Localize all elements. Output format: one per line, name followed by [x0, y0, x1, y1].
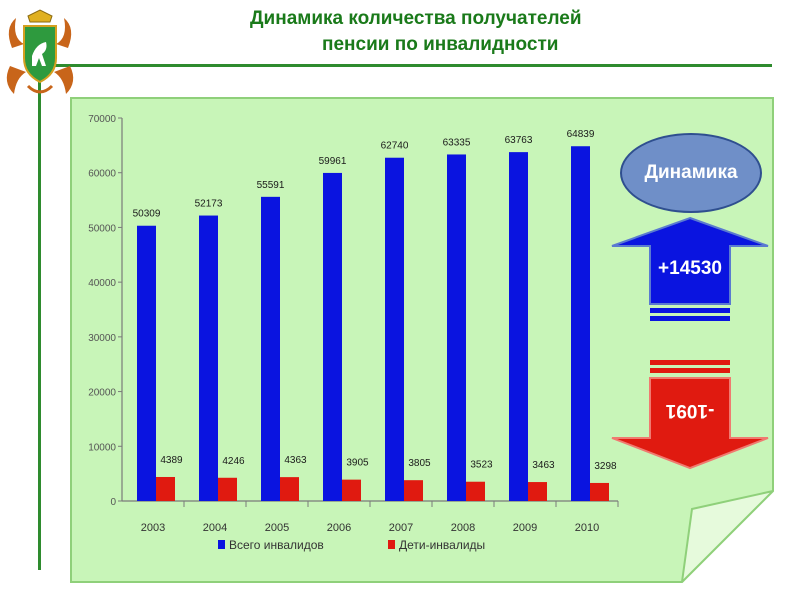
data-label-total: 59961	[319, 156, 347, 167]
x-tick-label: 2004	[203, 522, 227, 534]
data-label-children: 3463	[532, 460, 555, 471]
x-tick-label: 2008	[451, 522, 475, 534]
bar-children	[280, 477, 299, 501]
data-label-children: 3523	[470, 460, 493, 471]
x-tick-label: 2009	[513, 522, 537, 534]
bar-children	[218, 477, 237, 501]
bar-total	[571, 146, 590, 501]
bar-children	[404, 480, 423, 501]
bar-children	[342, 479, 361, 501]
dynamics-label: Динамика	[644, 162, 738, 183]
title-line-2: пенсии по инвалидности	[322, 34, 559, 55]
header-divider	[28, 64, 772, 67]
y-tick-label: 70000	[88, 114, 116, 125]
data-label-children: 3298	[594, 461, 617, 472]
bar-total	[261, 196, 280, 501]
bar-total	[137, 225, 156, 501]
bar-children	[156, 476, 175, 501]
legend-label-total: Всего инвалидов	[229, 538, 324, 552]
data-label-children: 4363	[284, 455, 307, 466]
data-label-total: 63763	[505, 135, 533, 146]
increase-arrow-icon	[611, 216, 769, 321]
data-label-total: 50309	[133, 209, 161, 220]
data-label-children: 3805	[408, 458, 431, 469]
coat-of-arms-icon	[6, 9, 74, 94]
legend-swatch-children	[388, 540, 395, 549]
bar-total	[323, 172, 342, 501]
data-label-total: 55591	[257, 180, 285, 191]
bar-children	[466, 481, 485, 501]
title-line-1: Динамика количества получателей	[250, 8, 582, 29]
decrease-value: -1091	[665, 400, 715, 421]
x-tick-label: 2010	[575, 522, 599, 534]
y-tick-label: 50000	[88, 223, 116, 234]
left-divider	[38, 64, 41, 570]
y-tick-label: 30000	[88, 333, 116, 344]
data-label-total: 64839	[567, 129, 595, 140]
chart-panel	[70, 97, 774, 583]
decrease-arrow-icon	[611, 360, 769, 470]
y-tick-label: 40000	[88, 278, 116, 289]
legend-swatch-total	[218, 540, 225, 549]
bar-children	[528, 482, 547, 501]
legend-label-children: Дети-инвалиды	[399, 538, 485, 552]
x-tick-label: 2007	[389, 522, 413, 534]
bar-total	[509, 152, 528, 501]
bar-total	[199, 215, 218, 501]
bar-total	[385, 157, 404, 501]
y-tick-label: 60000	[88, 169, 116, 180]
bar-children	[590, 482, 609, 501]
x-tick-label: 2006	[327, 522, 351, 534]
increase-value: +14530	[658, 258, 722, 279]
x-tick-label: 2005	[265, 522, 289, 534]
y-tick-label: 10000	[88, 442, 116, 453]
y-tick-label: 0	[110, 497, 116, 508]
data-label-total: 52173	[195, 199, 223, 210]
data-label-total: 62740	[381, 141, 409, 152]
data-label-children: 3905	[346, 458, 369, 469]
x-tick-label: 2003	[141, 522, 165, 534]
bar-total	[447, 154, 466, 501]
data-label-total: 63335	[443, 137, 471, 148]
y-tick-label: 20000	[88, 388, 116, 399]
data-label-children: 4246	[222, 456, 245, 467]
data-label-children: 4389	[160, 455, 183, 466]
bar-chart: 0 10000 20000 30000 40000 50000 60000 70000 5030…	[88, 114, 619, 552]
dynamics-oval: Динамика	[620, 133, 762, 213]
